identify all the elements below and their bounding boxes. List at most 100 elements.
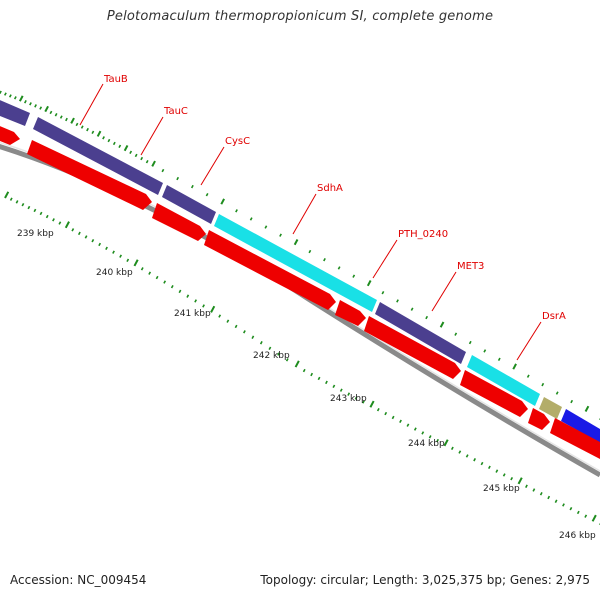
minor-tick [249, 217, 253, 221]
minor-tick [186, 294, 190, 298]
minor-tick [570, 399, 574, 404]
minor-tick [569, 507, 573, 511]
cds-arrow [550, 418, 600, 459]
minor-tick [279, 233, 282, 237]
minor-tick [468, 340, 472, 345]
minor-tick [480, 461, 484, 466]
major-tick [443, 439, 449, 447]
minor-tick [15, 200, 19, 204]
minor-tick [310, 372, 314, 377]
major-tick [220, 198, 225, 205]
minor-tick [268, 346, 272, 351]
minor-tick [86, 127, 89, 132]
minor-tick [84, 235, 88, 239]
outer-feature [214, 214, 377, 312]
minor-tick [59, 115, 63, 119]
minor-tick [0, 90, 2, 95]
leader-line [516, 321, 542, 361]
minor-tick [352, 274, 356, 278]
major-tick [18, 95, 24, 102]
minor-tick [202, 304, 205, 308]
minor-tick [234, 324, 238, 329]
minor-tick [502, 473, 506, 477]
major-tick [512, 363, 517, 370]
minor-tick [54, 113, 58, 117]
cds-arrow [460, 370, 528, 417]
minor-tick [178, 289, 182, 294]
minor-tick [49, 110, 53, 115]
minor-tick [71, 228, 75, 232]
minor-tick [65, 117, 68, 122]
minor-tick [218, 314, 222, 318]
kbp-label-242: 242 kbp [253, 351, 290, 361]
leader-line [140, 116, 164, 156]
minor-tick [33, 208, 37, 213]
minor-tick [562, 503, 565, 507]
minor-tick [584, 514, 588, 518]
minor-tick [497, 357, 501, 362]
minor-tick [381, 290, 385, 295]
minor-tick [554, 499, 558, 503]
kbp-label-246: 246 kbp [559, 531, 596, 541]
major-tick [366, 280, 372, 287]
outer-feature [33, 117, 163, 195]
minor-tick [119, 254, 122, 258]
minor-tick [525, 484, 528, 488]
minor-tick [376, 408, 380, 412]
minor-tick [526, 374, 530, 378]
minor-tick [354, 396, 358, 400]
minor-tick [285, 358, 289, 362]
major-tick [151, 160, 156, 167]
leader-line [372, 239, 398, 279]
leader-line [200, 146, 225, 186]
minor-tick [118, 144, 122, 149]
minor-tick [391, 415, 395, 420]
minor-tick [134, 153, 138, 158]
minor-tick [454, 332, 458, 336]
outer-tick-marks [0, 90, 600, 421]
minor-tick [277, 352, 280, 356]
minor-tick [323, 258, 326, 262]
leader-line [79, 83, 104, 126]
minor-tick [436, 438, 439, 443]
minor-tick [302, 368, 306, 373]
minor-tick [396, 299, 399, 303]
minor-tick [413, 427, 417, 431]
minor-tick [112, 141, 116, 146]
minor-tick [98, 242, 102, 247]
minor-tick [458, 450, 462, 454]
cds-arrow [27, 140, 152, 210]
cds-arrow [528, 408, 550, 430]
minor-tick [362, 400, 365, 404]
minor-tick [3, 92, 7, 96]
minor-tick [163, 280, 167, 284]
minor-tick [75, 122, 79, 127]
minor-tick [129, 150, 133, 155]
minor-tick [205, 192, 209, 197]
minor-tick [317, 376, 321, 381]
minor-tick [465, 454, 469, 458]
minor-tick [532, 488, 536, 492]
cds-arrow [335, 300, 366, 326]
minor-tick [77, 231, 81, 236]
minor-tick [170, 284, 174, 289]
minor-tick [176, 176, 180, 181]
minor-tick [52, 218, 55, 222]
major-tick [210, 305, 216, 313]
kbp-tick-marks [4, 191, 600, 526]
minor-tick [399, 419, 402, 424]
minor-tick [155, 275, 159, 280]
minor-tick [190, 184, 194, 189]
cds-track [0, 126, 600, 459]
major-tick [293, 239, 299, 246]
minor-tick [483, 349, 487, 353]
minor-tick [421, 431, 425, 435]
minor-tick [264, 225, 268, 229]
major-tick [369, 400, 375, 408]
gene-label-sdha: SdhA [317, 183, 343, 194]
minor-tick [510, 476, 514, 481]
major-tick [591, 514, 597, 522]
outer-feature [539, 397, 562, 419]
major-tick [96, 130, 102, 137]
